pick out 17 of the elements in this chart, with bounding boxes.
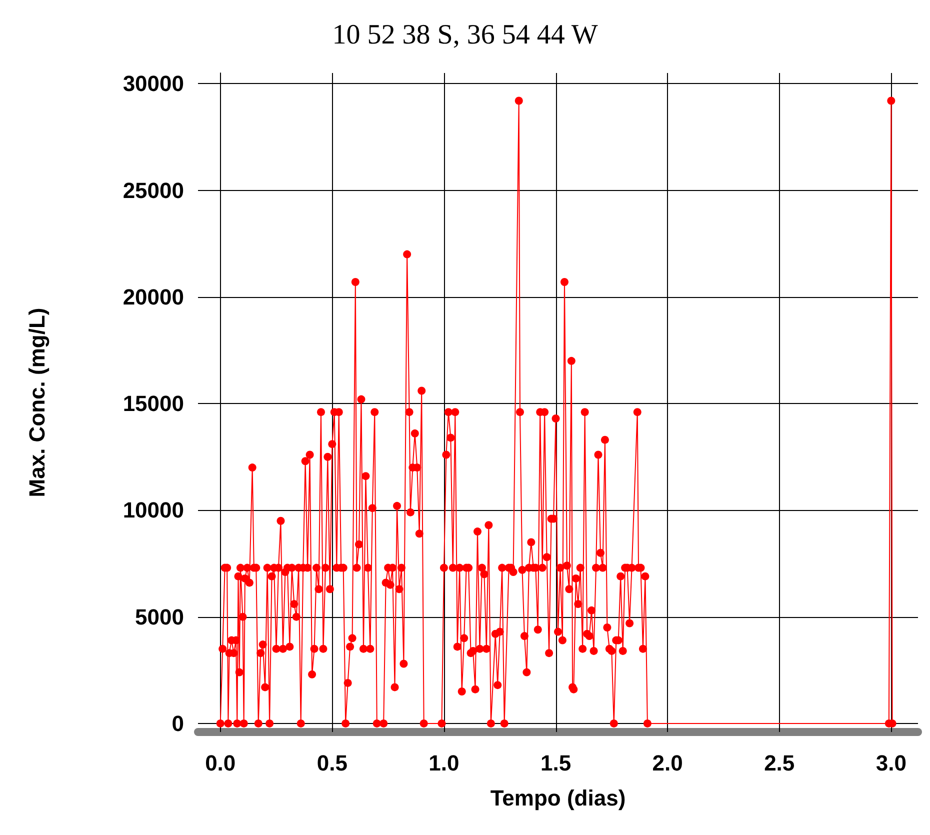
y-tick-label: 10000 bbox=[122, 498, 184, 523]
y-axis-title: Max. Conc. (mg/L) bbox=[24, 308, 50, 498]
y-tick-label: 20000 bbox=[122, 284, 184, 310]
y-tick-label: 30000 bbox=[122, 71, 184, 96]
y-tick-label: 25000 bbox=[122, 178, 184, 203]
x-tick-label: 3.0 bbox=[876, 750, 906, 776]
chart-title: 10 52 38 S, 36 54 44 W bbox=[332, 20, 598, 50]
x-tick-label: 0.0 bbox=[205, 750, 236, 776]
y-tick-label: 0 bbox=[172, 710, 184, 736]
x-tick-label: 2.5 bbox=[764, 750, 795, 776]
y-tick-label: 15000 bbox=[122, 391, 184, 416]
x-tick-label: 2.0 bbox=[652, 750, 683, 776]
x-tick-label: 1.5 bbox=[540, 750, 572, 776]
x-tick-label: 1.0 bbox=[428, 750, 460, 776]
x-axis-title: Tempo (dias) bbox=[490, 786, 626, 810]
y-tick-label: 5000 bbox=[135, 604, 184, 630]
x-tick-label: 0.5 bbox=[316, 750, 348, 776]
